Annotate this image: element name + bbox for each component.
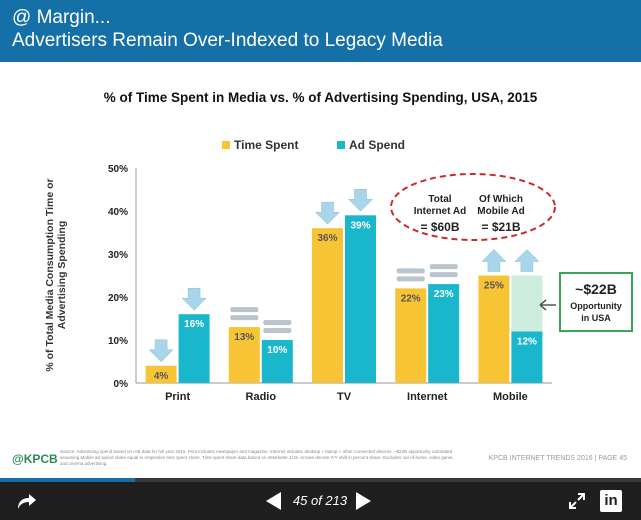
opportunity-label: Opportunity <box>570 301 622 311</box>
bar-data-label: 12% <box>517 336 537 347</box>
x-tick-label: Mobile <box>493 391 528 403</box>
internet-ad-label: Internet Ad <box>414 206 466 217</box>
arrow-down-icon <box>347 189 374 212</box>
flat-indicator-icon <box>429 264 458 270</box>
mobile-ad-label: Mobile Ad <box>477 206 524 217</box>
opportunity-label: in USA <box>581 313 611 323</box>
legend-swatch <box>337 141 345 149</box>
bar-internet-ad <box>428 284 460 383</box>
linkedin-icon[interactable]: in <box>600 490 622 512</box>
bar-tv-time <box>312 228 343 383</box>
slide: @ Margin... Advertisers Remain Over-Inde… <box>0 0 641 478</box>
flat-indicator-icon <box>396 276 425 282</box>
bar-data-label: 4% <box>154 371 169 382</box>
y-tick-label: 20% <box>108 293 128 304</box>
y-tick-label: 10% <box>108 336 128 347</box>
share-icon[interactable] <box>14 490 38 512</box>
mobile-opportunity-gap <box>511 275 543 332</box>
bar-radio-time <box>228 327 260 383</box>
viewer-toolbar: 45 of 213 in <box>0 482 641 520</box>
bar-data-label: 13% <box>234 332 254 343</box>
bar-data-label: 23% <box>434 289 454 300</box>
arrow-down-icon <box>181 287 207 311</box>
footer-page-label: KPCB INTERNET TRENDS 2016 | PAGE 45 <box>488 455 627 462</box>
flat-indicator-icon <box>263 328 292 333</box>
flat-indicator-icon <box>396 268 425 274</box>
internet-ad-label: Total <box>428 194 451 205</box>
arrow-down-icon <box>148 339 174 363</box>
flat-indicator-icon <box>230 307 259 313</box>
chart-title: % of Time Spent in Media vs. % of Advert… <box>103 90 538 105</box>
flat-indicator-icon <box>429 272 458 278</box>
header-line-2: Advertisers Remain Over-Indexed to Legac… <box>12 30 443 51</box>
arrow-up-icon <box>514 249 540 272</box>
internet-ad-ellipse <box>390 173 556 241</box>
flat-indicator-icon <box>263 320 292 325</box>
arrow-down-icon <box>314 201 341 225</box>
legend-label: Time Spent <box>234 138 298 152</box>
legend-label: Ad Spend <box>349 138 405 152</box>
bar-mobile-ad <box>511 331 543 383</box>
y-tick-label: 50% <box>108 164 128 175</box>
bar-mobile-time <box>478 275 510 383</box>
callout-arrow-icon <box>539 299 556 311</box>
bar-data-label: 10% <box>267 345 287 356</box>
bar-chart: 0% 10% 20% 30% 40% 50% Time Spent Ad Spend 4% 16%… <box>108 138 633 403</box>
header-line-1: @ Margin... <box>12 7 111 28</box>
x-tick-label: Internet <box>407 391 448 403</box>
bar-internet-time <box>395 288 427 383</box>
source-note: Source: Advertising spend based on IAB d… <box>60 449 454 466</box>
y-tick-label: 30% <box>108 250 128 261</box>
mobile-ad-value: = $21B <box>481 220 520 234</box>
slide-header: @ Margin... Advertisers Remain Over-Inde… <box>0 0 641 62</box>
next-slide-button[interactable] <box>356 492 371 510</box>
x-tick-label: TV <box>337 391 352 403</box>
bar-radio-ad <box>261 340 293 383</box>
previous-slide-button[interactable] <box>266 492 281 510</box>
flat-indicator-icon <box>230 315 259 321</box>
opportunity-value: ~$22B <box>575 281 617 297</box>
x-tick-label: Radio <box>246 391 277 403</box>
bar-data-label: 22% <box>401 293 421 304</box>
bar-data-label: 36% <box>317 233 337 244</box>
y-tick-label: 40% <box>108 207 128 218</box>
bar-print-time <box>145 365 177 383</box>
opportunity-callout <box>559 272 633 332</box>
internet-ad-value: = $60B <box>420 220 459 234</box>
x-tick-label: Print <box>165 391 190 403</box>
fullscreen-icon[interactable] <box>568 492 586 510</box>
bar-print-ad <box>178 314 210 383</box>
kpcb-logo: @KPCB <box>12 452 58 466</box>
progress-fill <box>0 478 136 482</box>
page-indicator: 45 of 213 <box>292 493 348 508</box>
progress-bar <box>0 478 641 482</box>
bar-data-label: 25% <box>484 281 504 292</box>
y-tick-label: 0% <box>114 379 129 390</box>
bar-data-label: 16% <box>184 319 204 330</box>
bar-data-label: 39% <box>350 220 370 231</box>
legend-swatch <box>222 141 230 149</box>
bar-tv-ad <box>345 215 376 383</box>
mobile-ad-label: Of Which <box>479 194 523 205</box>
arrow-up-icon <box>481 249 507 272</box>
